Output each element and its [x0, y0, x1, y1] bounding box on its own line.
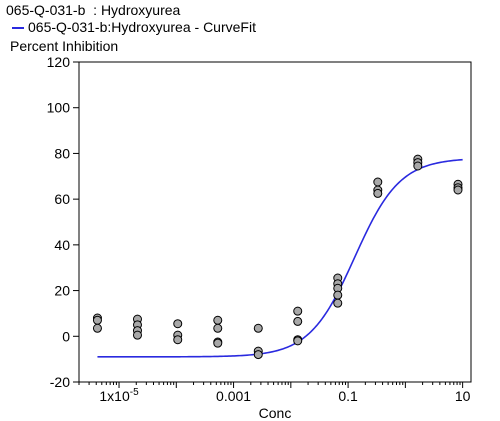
curve-fit-line [97, 158, 463, 358]
y-axis: -20 0 20 40 60 80 100 120 [47, 54, 79, 390]
x-axis: 1x10-5 0.001 0.1 10 [78, 382, 471, 404]
y-tick-label: 40 [54, 237, 70, 253]
legend-entry-data: 065-Q-031-b : Hydroxyurea [6, 2, 256, 19]
data-point [453, 185, 463, 195]
data-point [293, 316, 303, 326]
data-points [92, 154, 463, 360]
x-tick-label: 10 [455, 388, 471, 404]
data-point [173, 319, 183, 329]
data-point [92, 323, 102, 333]
legend-label-curvefit: 065-Q-031-b:Hydroxyurea - CurveFit [28, 19, 256, 35]
data-point [92, 315, 102, 325]
data-point [333, 298, 343, 308]
data-point [253, 350, 263, 360]
y-tick-label: 0 [62, 328, 70, 344]
y-tick-label: 80 [54, 145, 70, 161]
legend-label-data: 065-Q-031-b : Hydroxyurea [6, 2, 181, 18]
y-tick-label: 100 [47, 100, 71, 116]
x-tick-label-base: 1x10 [99, 388, 130, 404]
x-tick-label: 0.001 [216, 388, 251, 404]
x-tick-label: 1x10-5 [99, 387, 139, 404]
data-point [132, 330, 142, 340]
data-point [213, 315, 223, 325]
y-tick-label: 20 [54, 283, 70, 299]
data-point [413, 161, 423, 171]
y-axis-label: Percent Inhibition [10, 38, 119, 54]
legend-line-swatch [12, 26, 24, 29]
x-tick-label-exponent: -5 [130, 387, 139, 398]
data-point [213, 338, 223, 348]
x-tick-label: 0.1 [338, 388, 358, 404]
plot-frame [78, 61, 472, 383]
data-point [333, 290, 343, 300]
x-axis-label: Conc [259, 405, 292, 421]
data-point [213, 323, 223, 333]
y-tick-label: 120 [47, 54, 71, 70]
y-tick-label: -20 [50, 374, 70, 390]
legend-entry-curvefit: 065-Q-031-b:Hydroxyurea - CurveFit [6, 19, 256, 36]
data-point [173, 335, 183, 345]
data-point [293, 336, 303, 346]
legend: 065-Q-031-b : Hydroxyurea 065-Q-031-b:Hy… [6, 2, 256, 36]
data-point [253, 323, 263, 333]
y-tick-label: 60 [54, 191, 70, 207]
data-point [373, 188, 383, 198]
data-point [373, 177, 383, 187]
data-point [293, 306, 303, 316]
